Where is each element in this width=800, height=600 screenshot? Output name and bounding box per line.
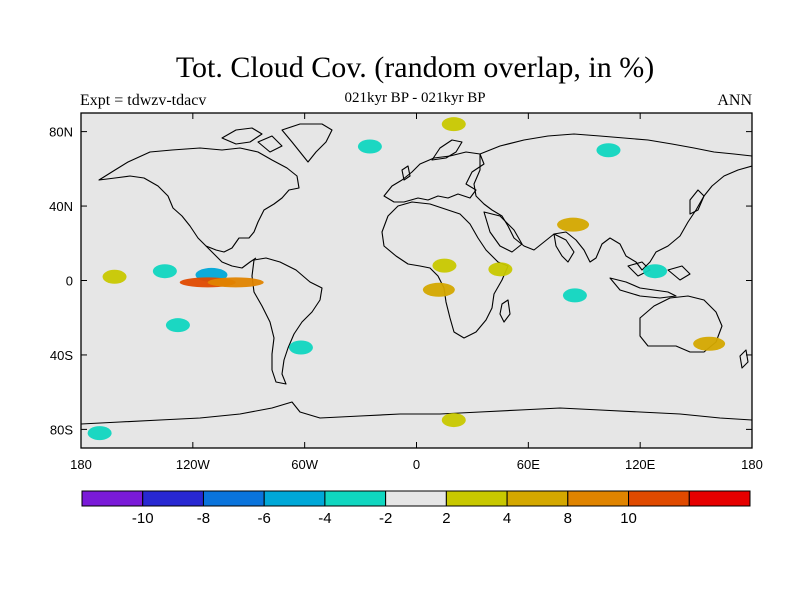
anomaly-region xyxy=(422,282,455,297)
colorbar-swatch xyxy=(202,490,265,507)
anomaly-region xyxy=(288,340,313,355)
anomaly-region xyxy=(596,143,621,158)
colorbar-swatch xyxy=(506,490,569,507)
colorbar-swatch xyxy=(385,490,447,507)
lat-tick-label: 80N xyxy=(49,125,73,140)
lon-tick-label: 60E xyxy=(517,457,540,472)
lat-tick-label: 40S xyxy=(50,348,73,363)
anomaly-region xyxy=(441,413,466,428)
anomaly-region xyxy=(562,288,587,303)
coast-antarctica xyxy=(81,401,752,425)
coastlines xyxy=(81,123,752,425)
coast-greenland xyxy=(281,123,333,163)
anomaly-region xyxy=(693,336,726,351)
colorbar-label: -2 xyxy=(379,510,392,527)
coast-japan xyxy=(689,189,705,215)
lon-tick-label: 0 xyxy=(413,457,420,472)
lon-tick-label: 120E xyxy=(625,457,656,472)
coast-scandinavia xyxy=(431,139,463,161)
coast-arctic-islands xyxy=(221,127,283,153)
anomaly-region xyxy=(87,426,112,441)
lon-tick-label: 120W xyxy=(176,457,211,472)
coast-madagascar xyxy=(499,299,511,323)
map-background xyxy=(81,113,752,448)
lon-tick-label: 180 xyxy=(741,457,763,472)
colorbar-swatch xyxy=(324,490,387,507)
colorbar-swatch xyxy=(445,490,508,507)
coast-north-america xyxy=(98,147,300,253)
colorbar-swatch xyxy=(628,490,690,507)
anomaly-fields xyxy=(87,117,726,441)
colorbar-label: -4 xyxy=(318,510,331,527)
coast-central-america xyxy=(205,245,257,269)
colorbar-swatch xyxy=(688,490,751,507)
anomaly-region xyxy=(102,269,127,284)
colorbar-swatch xyxy=(142,490,204,507)
anomaly-region xyxy=(357,139,382,154)
lat-tick-label: 0 xyxy=(66,274,73,289)
colorbar: -10 -8 -6 -4 -2 2 4 8 10 xyxy=(81,490,751,527)
coast-south-america xyxy=(251,257,323,385)
colorbar-swatch xyxy=(81,490,144,507)
colorbar-label: -6 xyxy=(258,510,271,527)
anomaly-region xyxy=(152,264,177,279)
colorbar-label: 2 xyxy=(442,510,450,527)
anomaly-region xyxy=(643,264,668,279)
lat-tick-label: 80S xyxy=(50,422,73,437)
coast-india xyxy=(553,233,575,263)
coast-africa xyxy=(381,201,509,339)
lon-tick-label: 180 xyxy=(70,457,92,472)
latitude-axis: 80N 40N 0 40S 80S xyxy=(49,125,752,437)
chart-title: Tot. Cloud Cov. (random overlap, in %) xyxy=(175,51,655,84)
lat-tick-label: 40N xyxy=(49,199,73,214)
experiment-label: Expt = tdwzv-tdacv xyxy=(80,92,207,109)
colorbar-label: 10 xyxy=(620,510,637,527)
chart-subtitle: 021kyr BP - 021kyr BP xyxy=(344,90,486,106)
colorbar-label: 4 xyxy=(503,510,511,527)
anomaly-region xyxy=(165,318,190,333)
anomaly-region xyxy=(432,258,457,273)
colorbar-label: 8 xyxy=(564,510,572,527)
coast-arabia xyxy=(483,211,523,253)
lon-tick-label: 60W xyxy=(291,457,318,472)
colorbar-swatch xyxy=(567,490,630,507)
colorbar-label: -10 xyxy=(132,510,154,527)
anomaly-region xyxy=(488,262,513,277)
anomaly-region xyxy=(557,217,590,232)
anomaly-region xyxy=(441,117,466,132)
coast-new-zealand xyxy=(739,349,749,369)
anomaly-region xyxy=(207,277,264,288)
coast-europe xyxy=(383,151,485,203)
longitude-axis: 180 120W 60W 0 60E 120E 180 xyxy=(70,113,763,472)
season-label: ANN xyxy=(717,92,752,109)
coast-british-isles xyxy=(401,165,411,181)
colorbar-label: -8 xyxy=(197,510,210,527)
colorbar-swatch xyxy=(263,490,326,507)
